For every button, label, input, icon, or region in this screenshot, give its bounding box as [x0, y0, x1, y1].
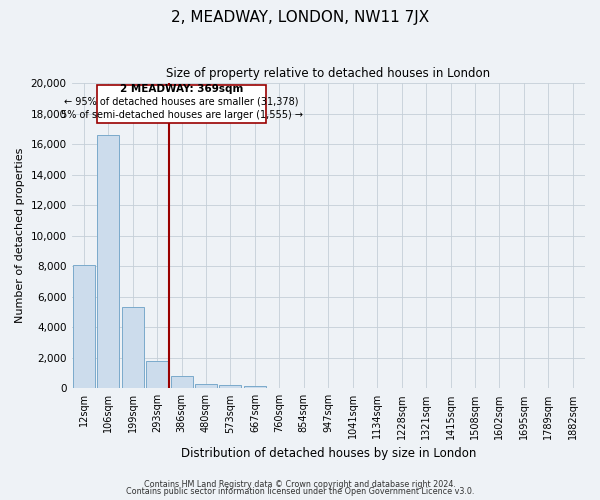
Bar	[97, 135, 119, 388]
Text: 2 MEADWAY: 369sqm: 2 MEADWAY: 369sqm	[120, 84, 243, 94]
Title: Size of property relative to detached houses in London: Size of property relative to detached ho…	[166, 68, 490, 80]
Text: Contains HM Land Registry data © Crown copyright and database right 2024.: Contains HM Land Registry data © Crown c…	[144, 480, 456, 489]
Bar	[220, 386, 241, 388]
Bar	[146, 361, 168, 388]
Bar	[244, 386, 266, 388]
Bar	[195, 384, 217, 388]
FancyBboxPatch shape	[97, 84, 266, 122]
Text: ← 95% of detached houses are smaller (31,378): ← 95% of detached houses are smaller (31…	[64, 96, 299, 106]
Bar	[122, 308, 143, 388]
Bar	[170, 376, 193, 388]
Text: 5% of semi-detached houses are larger (1,555) →: 5% of semi-detached houses are larger (1…	[61, 110, 302, 120]
Text: 2, MEADWAY, LONDON, NW11 7JX: 2, MEADWAY, LONDON, NW11 7JX	[171, 10, 429, 25]
Y-axis label: Number of detached properties: Number of detached properties	[15, 148, 25, 324]
Bar	[73, 264, 95, 388]
X-axis label: Distribution of detached houses by size in London: Distribution of detached houses by size …	[181, 447, 476, 460]
Text: Contains public sector information licensed under the Open Government Licence v3: Contains public sector information licen…	[126, 488, 474, 496]
